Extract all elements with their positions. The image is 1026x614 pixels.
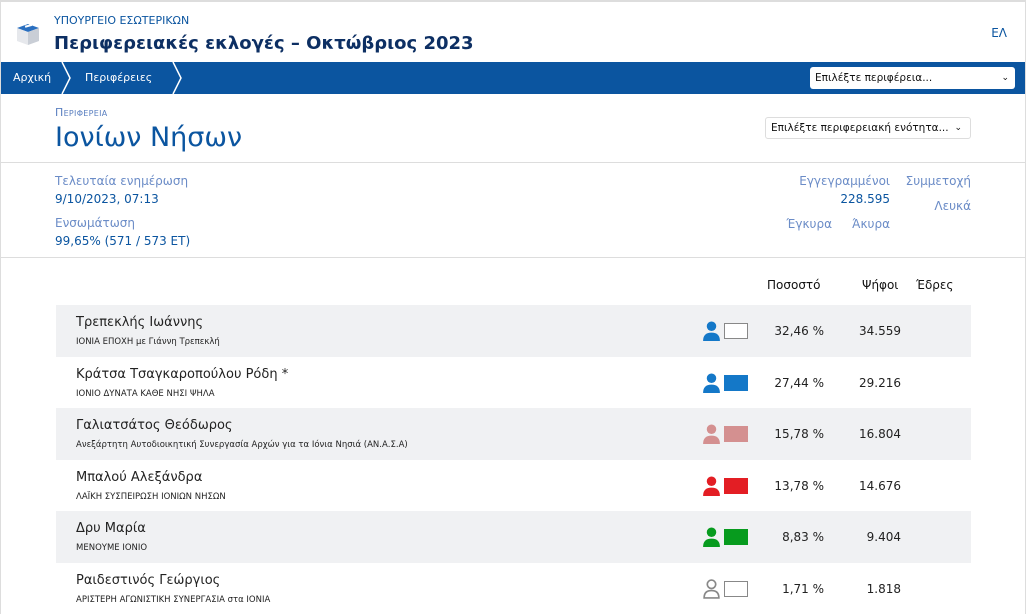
candidate-name[interactable]: Γαλιατσάτος Θεόδωρος	[76, 418, 233, 433]
breadcrumb-home[interactable]: Αρχική	[1, 62, 71, 94]
results-table: Τρεπεκλής Ιωάννης ΙΟΝΙΑ ΕΠΟΧΗ με Γιάννη …	[56, 305, 971, 614]
percent-value: 32,46 %	[774, 324, 824, 338]
percent-value: 27,44 %	[774, 375, 824, 390]
party-color-swatch	[724, 529, 748, 545]
ballot-box-icon	[17, 23, 39, 45]
table-row[interactable]: Τρεπεκλής Ιωάννης ΙΟΝΙΑ ΕΠΟΧΗ με Γιάννη …	[56, 305, 971, 357]
chevron-right-icon	[61, 62, 71, 94]
last-update-label: Τελευταία ενημέρωση	[55, 174, 189, 188]
candidate-name[interactable]: Μπαλού Αλεξάνδρα	[76, 469, 203, 485]
votes-value: 9.404	[866, 530, 901, 544]
party-name: ΜΕΝΟΥΜΕ ΙΟΝΙΟ	[76, 543, 148, 553]
table-row[interactable]: Κράτσα Τσαγκαροπούλου Ρόδη * ΙΟΝΙΟ ΔΥΝΑΤ…	[56, 357, 971, 409]
party-color-swatch	[724, 426, 748, 442]
percent-value: 13,78 %	[774, 478, 824, 493]
site-header: ΥΠΟΥΡΓΕΙΟ ΕΣΩΤΕΡΙΚΩΝ Περιφερειακές εκλογ…	[1, 2, 1025, 62]
party-name: ΙΟΝΙΟ ΔΥΝΑΤΑ ΚΑΘΕ ΝΗΣΙ ΨΗΛΑ	[76, 388, 215, 399]
header-percent: Ποσοστό	[767, 278, 821, 292]
votes-value: 14.676	[859, 478, 901, 493]
person-icon	[703, 424, 720, 444]
party-color-swatch	[724, 580, 748, 597]
party-color-swatch	[724, 323, 748, 339]
candidate-name[interactable]: Ραιδεστινός Γεώργιος	[76, 572, 221, 588]
breadcrumb-label: Αρχική	[13, 71, 52, 84]
table-row[interactable]: Δρυ Μαρία ΜΕΝΟΥΜΕ ΙΟΝΙΟ 8,83 % 9.404	[56, 511, 971, 563]
votes-value: 1.818	[866, 581, 901, 596]
integration-label: Ενσωμάτωση	[55, 216, 135, 230]
percent-value: 1,71 %	[782, 581, 824, 596]
votes-value: 29.216	[859, 375, 901, 390]
party-color-swatch	[724, 374, 748, 391]
region-select[interactable]: Επιλέξτε περιφέρεια... ⌄	[810, 67, 1015, 89]
integration-value: 99,65% (571 / 573 ΕΤ)	[55, 234, 191, 248]
candidate-name[interactable]: Κράτσα Τσαγκαροπούλου Ρόδη *	[76, 366, 289, 382]
votes-value: 16.804	[859, 427, 901, 441]
language-switch[interactable]: ΕΛ	[991, 26, 1007, 40]
header-votes: Ψήφοι	[862, 278, 899, 292]
turnout-label: Συμμετοχή	[905, 174, 971, 188]
region-label: Περιφερεια	[55, 106, 108, 119]
stats-panel: Τελευταία ενημέρωση 9/10/2023, 07:13 Ενσ…	[1, 163, 1025, 258]
candidate-name[interactable]: Δρυ Μαρία	[76, 521, 146, 536]
region-select-value: Επιλέξτε περιφέρεια...	[815, 72, 933, 84]
blank-label: Λευκά	[934, 199, 971, 213]
party-name: ΛΑΪΚΗ ΣΥΣΠΕΙΡΩΣΗ ΙΟΝΙΩΝ ΝΗΣΩΝ	[76, 491, 226, 502]
breadcrumb-label: Περιφέρειες	[85, 71, 153, 84]
registered-label: Εγγεγραμμένοι	[799, 174, 890, 188]
party-color-swatch	[724, 477, 748, 494]
person-icon	[703, 527, 720, 547]
chevron-down-icon: ⌄	[954, 123, 962, 133]
percent-value: 15,78 %	[774, 427, 824, 441]
party-name: Ανεξάρτητη Αυτοδιοικητική Συνεργασία Αρχ…	[76, 440, 408, 450]
chevron-down-icon: ⌄	[1001, 73, 1009, 83]
person-icon	[703, 476, 720, 496]
header-seats: Έδρες	[916, 278, 954, 292]
table-row[interactable]: Ραιδεστινός Γεώργιος ΑΡΙΣΤΕΡΗ ΑΓΩΝΙΣΤΙΚΗ…	[56, 563, 971, 614]
table-row[interactable]: Γαλιατσάτος Θεόδωρος Ανεξάρτητη Αυτοδιοι…	[56, 408, 971, 460]
valid-label: Έγκυρα	[786, 217, 832, 231]
person-icon	[703, 578, 720, 599]
person-icon	[703, 321, 720, 341]
invalid-label: Άκυρα	[852, 217, 890, 231]
region-header: Περιφερεια Ιονίων Νήσων Επιλέξτε περιφερ…	[1, 94, 1025, 163]
chevron-right-icon	[172, 62, 183, 94]
percent-value: 8,83 %	[782, 530, 824, 544]
candidate-name[interactable]: Τρεπεκλής Ιωάννης	[76, 315, 204, 330]
table-row[interactable]: Μπαλού Αλεξάνδρα ΛΑΪΚΗ ΣΥΣΠΕΙΡΩΣΗ ΙΟΝΙΩΝ…	[56, 460, 971, 512]
page-title: Περιφερειακές εκλογές – Οκτώβριος 2023	[54, 33, 474, 54]
last-update-value: 9/10/2023, 07:13	[55, 192, 159, 206]
registered-value: 228.595	[840, 192, 890, 206]
party-name: ΙΟΝΙΑ ΕΠΟΧΗ με Γιάννη Τρεπεκλή	[76, 337, 220, 347]
person-icon	[703, 373, 720, 393]
ministry-name: ΥΠΟΥΡΓΕΙΟ ΕΣΩΤΕΡΙΚΩΝ	[54, 14, 190, 27]
party-name: ΑΡΙΣΤΕΡΗ ΑΓΩΝΙΣΤΙΚΗ ΣΥΝΕΡΓΑΣΙΑ στα ΙΟΝΙΑ	[76, 594, 271, 605]
votes-value: 34.559	[859, 324, 901, 338]
region-name: Ιονίων Νήσων	[55, 122, 243, 153]
regional-unit-select[interactable]: Επιλέξτε περιφερειακή ενότητα... ⌄	[765, 117, 971, 139]
breadcrumb-regions[interactable]: Περιφέρειες	[71, 62, 183, 94]
breadcrumb: Αρχική Περιφέρειες Επιλέξτε περιφέρεια..…	[1, 62, 1025, 94]
unit-select-value: Επιλέξτε περιφερειακή ενότητα...	[771, 122, 949, 134]
